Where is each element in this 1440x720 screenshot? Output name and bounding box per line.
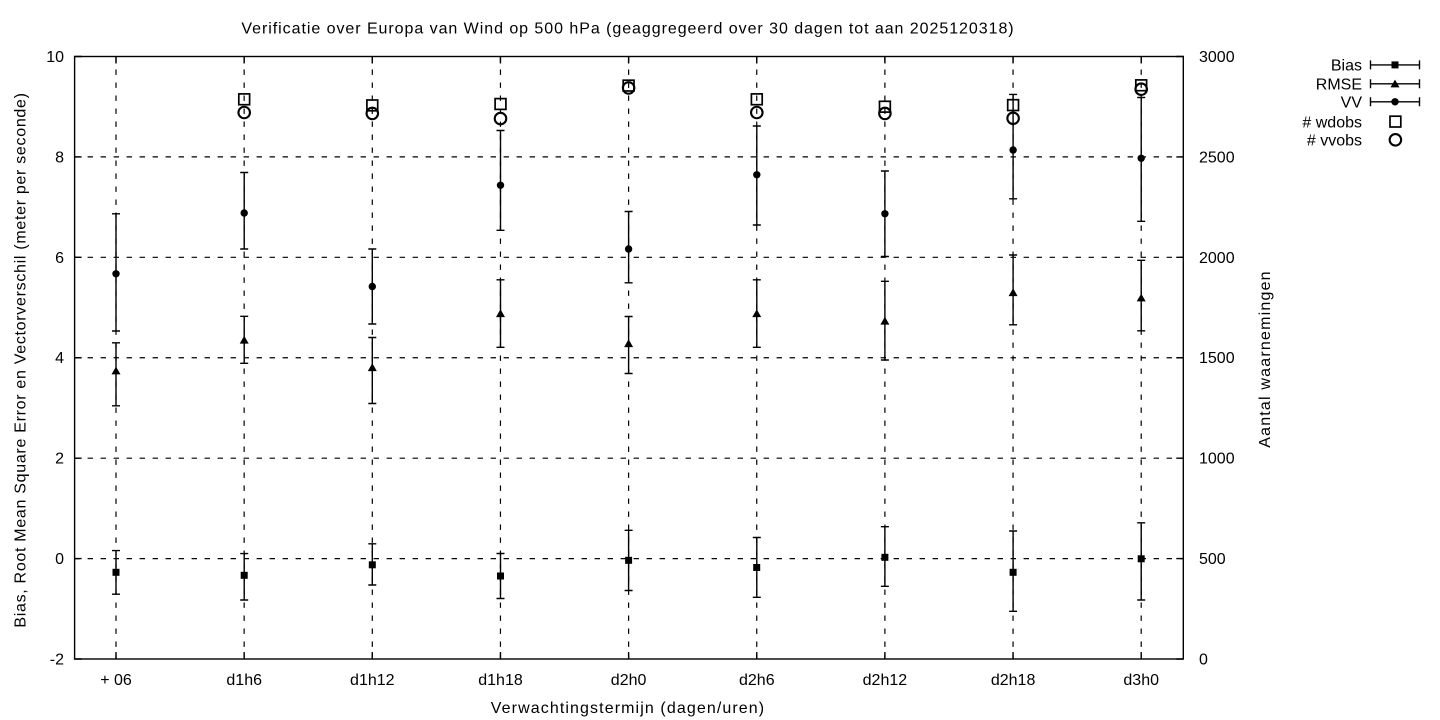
svg-text:Bias: Bias [1331, 58, 1362, 75]
svg-text:1000: 1000 [1199, 451, 1235, 468]
svg-text:4: 4 [55, 350, 64, 367]
svg-text:8: 8 [55, 149, 64, 166]
svg-text:2500: 2500 [1199, 149, 1235, 166]
svg-text:6: 6 [55, 250, 64, 267]
svg-text:d3h0: d3h0 [1123, 672, 1159, 689]
svg-text:RMSE: RMSE [1316, 77, 1362, 94]
svg-text:Verificatie over Europa van Wi: Verificatie over Europa van Wind op 500 … [241, 21, 1014, 38]
svg-text:1500: 1500 [1199, 350, 1235, 367]
svg-text:d1h6: d1h6 [226, 672, 262, 689]
svg-text:VV: VV [1341, 95, 1363, 112]
svg-text:+ 06: + 06 [100, 672, 132, 689]
svg-text:0: 0 [55, 551, 64, 568]
svg-text:d2h18: d2h18 [991, 672, 1036, 689]
svg-text:Verwachtingstermijn (dagen/ure: Verwachtingstermijn (dagen/uren) [491, 700, 765, 717]
svg-text:2000: 2000 [1199, 250, 1235, 267]
svg-text:d2h6: d2h6 [739, 672, 775, 689]
svg-text:2: 2 [55, 451, 64, 468]
svg-text:Bias, Root Mean Square Error e: Bias, Root Mean Square Error en Vectorve… [13, 92, 30, 627]
svg-text:-2: -2 [50, 652, 64, 669]
svg-text:d1h18: d1h18 [478, 672, 523, 689]
svg-text:d2h0: d2h0 [611, 672, 647, 689]
svg-text:# vvobs: # vvobs [1307, 133, 1362, 150]
svg-text:d2h12: d2h12 [863, 672, 908, 689]
svg-text:10: 10 [46, 49, 64, 66]
svg-text:d1h12: d1h12 [350, 672, 395, 689]
svg-text:Aantal waarnemingen: Aantal waarnemingen [1257, 270, 1274, 448]
svg-text:3000: 3000 [1199, 49, 1235, 66]
svg-text:# wdobs: # wdobs [1302, 114, 1362, 131]
svg-text:0: 0 [1199, 652, 1208, 669]
svg-text:500: 500 [1199, 551, 1226, 568]
